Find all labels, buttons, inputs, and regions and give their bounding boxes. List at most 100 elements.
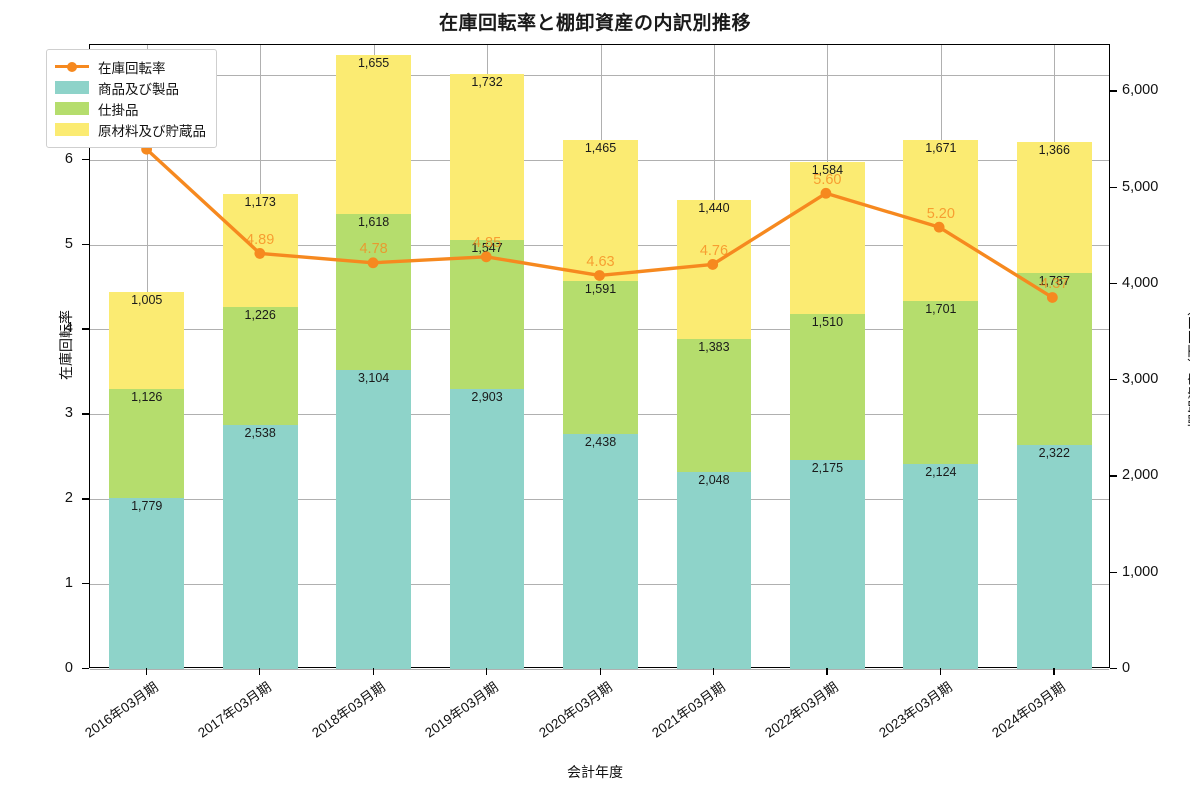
bar-segment[interactable]	[336, 54, 412, 215]
bar-segment[interactable]	[789, 314, 865, 460]
bar-value-label: 1,618	[357, 215, 390, 230]
line-data-point[interactable]	[707, 259, 719, 270]
x-axis-tick	[939, 668, 942, 675]
line-data-point[interactable]	[594, 270, 605, 281]
bar-segment[interactable]	[563, 139, 638, 281]
legend-item-label: 商品及び製品	[98, 81, 179, 97]
bar-segment[interactable]	[449, 240, 525, 390]
line-data-point[interactable]	[367, 257, 379, 269]
bar-segment[interactable]	[336, 370, 412, 669]
ratio-value-label: 4.78	[359, 241, 388, 258]
bar-value-label: 2,322	[1038, 446, 1070, 461]
y-axis-right-tick	[1110, 571, 1117, 573]
bar-segment[interactable]	[222, 306, 298, 425]
bar-value-label: 1,173	[244, 194, 276, 209]
plot-area: 1,779 1,126 1,005 2,538 1,226 1,173 3,104 1,618…	[89, 44, 1110, 670]
x-axis-tick	[259, 668, 261, 675]
bar-value-label: 2,124	[925, 465, 957, 480]
y-axis-left-label: 在庫回転率	[58, 310, 74, 380]
bar-segment[interactable]	[449, 389, 525, 669]
legend-swatch-icon	[55, 123, 89, 136]
x-axis-tick	[372, 668, 374, 675]
y-axis-left-tick	[82, 498, 89, 500]
bar-value-label: 1,547	[471, 241, 503, 256]
bar-value-label: 1,366	[1038, 142, 1070, 157]
y-axis-right-tick	[1110, 186, 1117, 188]
line-data-point[interactable]	[933, 221, 945, 233]
x-axis-tick	[1053, 668, 1055, 675]
bar-value-label: 2,175	[811, 460, 844, 475]
line-data-point[interactable]	[480, 251, 492, 263]
bar-value-label: 1,383	[698, 339, 730, 354]
y-axis-left-tick-label: 3	[64, 405, 73, 422]
bar-segment[interactable]	[563, 281, 638, 435]
x-axis-tick-label: 2022年03月期	[762, 679, 842, 741]
y-axis-right-tick-label: 3,000	[1122, 371, 1159, 388]
x-axis-label: 会計年度	[567, 764, 623, 780]
y-axis-left-tick-label: 5	[64, 235, 73, 252]
bar-value-label: 1,510	[811, 315, 844, 330]
x-axis-tick-label: 2016年03月期	[81, 679, 161, 741]
bar-segment[interactable]	[336, 214, 412, 371]
bar-value-label: 1,671	[925, 140, 957, 155]
ratio-value-label: 4.76	[699, 242, 729, 259]
y-axis-right-tick	[1110, 379, 1117, 381]
bar-segment[interactable]	[676, 338, 752, 472]
bar-segment[interactable]	[109, 389, 185, 498]
ratio-value-label: 5.20	[926, 205, 955, 222]
bar-segment[interactable]	[676, 471, 752, 669]
bar-value-label: 1,226	[244, 307, 276, 322]
bar-value-label: 1,591	[584, 282, 617, 297]
legend-swatch-icon	[55, 102, 89, 115]
bar-value-label: 1,787	[1038, 274, 1070, 289]
x-axis-tick-label: 2024年03月期	[989, 679, 1069, 741]
bar-segment[interactable]	[789, 459, 865, 669]
x-axis-tick	[599, 668, 601, 675]
bar-value-label: 3,104	[357, 371, 390, 386]
bar-segment[interactable]	[563, 434, 638, 669]
x-axis-tick-label: 2017年03月期	[195, 679, 275, 741]
x-axis-tick-label: 2021年03月期	[649, 679, 728, 741]
legend-item-label: 原材料及び貯蔵品	[98, 123, 206, 139]
x-axis-tick	[145, 668, 148, 675]
bar-segment[interactable]	[903, 300, 979, 465]
chart-legend[interactable]: 在庫回転率商品及び製品 仕掛品原材料及び貯蔵品	[46, 49, 217, 148]
y-axis-right-label: 棚卸資産（百万円）	[1187, 302, 1190, 428]
bar-value-label: 1,126	[131, 390, 163, 405]
ratio-value-label: 4.89	[246, 231, 275, 248]
bar-segment[interactable]	[109, 292, 185, 390]
bar-segment[interactable]	[1016, 445, 1092, 669]
y-axis-left-tick	[82, 243, 89, 245]
y-axis-right-tick	[1110, 668, 1117, 670]
y-axis-left-tick-label: 6	[64, 150, 73, 167]
legend-item[interactable]: 原材料及び貯蔵品	[55, 119, 206, 140]
y-axis-left-tick-label: 4	[64, 320, 73, 337]
x-axis-tick-label: 2023年03月期	[876, 679, 955, 741]
bar-value-label: 1,440	[698, 200, 730, 215]
line-data-point[interactable]	[820, 187, 832, 199]
bar-value-label: 1,701	[925, 301, 957, 316]
bar-value-label: 2,903	[471, 390, 503, 405]
bar-segment[interactable]	[1016, 141, 1092, 274]
y-axis-right-tick	[1110, 475, 1117, 477]
y-axis-right-tick	[1110, 282, 1117, 285]
bar-value-label: 1,584	[811, 162, 844, 177]
line-data-point[interactable]	[1046, 292, 1058, 303]
legend-item[interactable]: 仕掛品	[55, 98, 206, 119]
y-axis-right-tick	[1110, 90, 1117, 92]
bar-value-label: 2,048	[698, 472, 730, 487]
bar-segment[interactable]	[222, 424, 298, 669]
y-axis-left-tick	[82, 328, 89, 330]
bar-value-label: 1,779	[131, 498, 163, 513]
bar-value-label: 1,005	[131, 293, 163, 308]
bar-segment[interactable]	[903, 464, 979, 669]
bar-segment[interactable]	[109, 497, 185, 669]
ratio-value-label: 4.85	[472, 235, 502, 252]
ratio-value-label: 5.60	[813, 171, 842, 188]
bar-segment[interactable]	[449, 73, 525, 241]
bar-segment[interactable]	[789, 161, 865, 315]
legend-item[interactable]: 商品及び製品	[55, 77, 206, 98]
line-data-point[interactable]	[254, 248, 266, 259]
legend-item[interactable]: 在庫回転率	[55, 56, 206, 77]
legend-line-marker-icon	[55, 60, 89, 73]
